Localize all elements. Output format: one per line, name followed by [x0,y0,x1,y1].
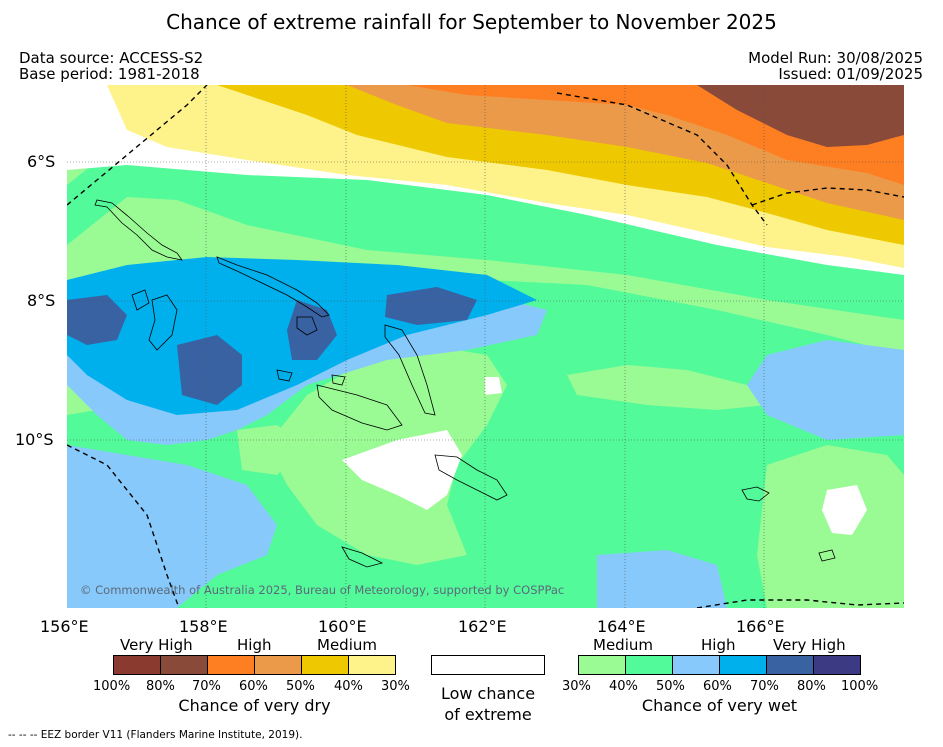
region-dry-80 [697,85,904,147]
run-info: Model Run: 30/08/2025 Issued: 01/09/2025 [748,50,923,82]
wet-swatch-2 [672,655,720,675]
copyright-credit: © Commonwealth of Australia 2025, Bureau… [80,583,565,597]
dry-swatch-3 [254,655,302,675]
neutral-swatch [431,655,545,675]
neutral-caption-line1: Low chance [440,684,536,703]
wet-tick-100: 100% [841,679,879,694]
dry-category-very-high: Very High [120,636,193,654]
lon-label-160e: 160°E [318,617,367,636]
dry-tick-80: 80% [146,679,175,694]
region-wet-50b [67,445,277,608]
lon-label-158e: 158°E [179,617,228,636]
neutral-caption-line2: of extreme [444,705,532,724]
dry-tick-50: 50% [286,679,315,694]
graticule [67,85,904,608]
issued-date: Issued: 01/09/2025 [778,65,923,83]
map-title: Chance of extreme rainfall for September… [166,10,777,34]
dry-tick-40: 40% [334,679,363,694]
lon-label-156e: 156°E [40,617,89,636]
region-neutral-e [485,377,502,395]
wet-category-medium: Medium [593,636,653,654]
dry-category-high: High [237,636,272,654]
model-run: Model Run: 30/08/2025 [748,49,923,67]
wet-tick-70: 70% [750,679,779,694]
region-wet-70b [177,335,242,405]
wet-swatch-5 [813,655,861,675]
source-info: Data source: ACCESS-S2 Base period: 1981… [19,50,203,82]
region-wet-70d [385,287,477,325]
lon-label-164e: 164°E [597,617,646,636]
eez-border-note: -- -- -- EEZ border V11 (Flanders Marine… [8,729,303,741]
region-low-wet-30 [67,197,904,415]
dry-swatch-4 [301,655,349,675]
lon-label-166e: 166°E [736,617,785,636]
data-source: Data source: ACCESS-S2 [19,49,204,67]
wet-swatch-4 [766,655,814,675]
wet-tick-50: 50% [656,679,685,694]
rainfall-map [67,85,904,608]
dry-tick-70: 70% [192,679,221,694]
wet-tick-30: 30% [562,679,591,694]
dry-swatch-2 [207,655,255,675]
lon-label-162e: 162°E [458,617,507,636]
wet-swatch-3 [719,655,767,675]
wet-tick-40: 40% [609,679,638,694]
region-wet-70c [287,300,337,360]
lat-label-10s: 10°S [15,430,54,449]
dry-category-medium: Medium [317,636,377,654]
dry-tick-30: 30% [381,679,410,694]
region-low-wet-30d [567,365,767,410]
region-neutral-c [342,430,462,510]
region-wet-50d [597,550,727,608]
region-low-wet-30c [237,425,307,475]
lat-label-8s: 8°S [27,291,56,310]
wet-category-high: High [701,636,736,654]
wet-category-very-high: Very High [773,636,846,654]
dry-caption: Chance of very dry [178,696,331,715]
dry-swatch-0 [113,655,161,675]
region-wet-70a [67,295,127,345]
wet-tick-60: 60% [703,679,732,694]
dry-tick-60: 60% [239,679,268,694]
lat-label-6s: 6°S [27,152,56,171]
base-period: Base period: 1981-2018 [19,65,200,83]
dry-tick-100: 100% [93,679,131,694]
coastlines [94,199,836,568]
wet-swatch-1 [625,655,673,675]
wet-caption: Chance of very wet [641,696,798,715]
region-neutral-b [67,105,77,135]
neutral-caption: Low chance of extreme [420,683,556,725]
dry-swatch-1 [160,655,208,675]
eez-borders [67,85,904,608]
wet-swatch-0 [578,655,626,675]
region-neutral-d [822,485,867,535]
region-wet-50c [747,340,904,440]
dry-swatch-5 [348,655,396,675]
wet-tick-80: 80% [797,679,826,694]
